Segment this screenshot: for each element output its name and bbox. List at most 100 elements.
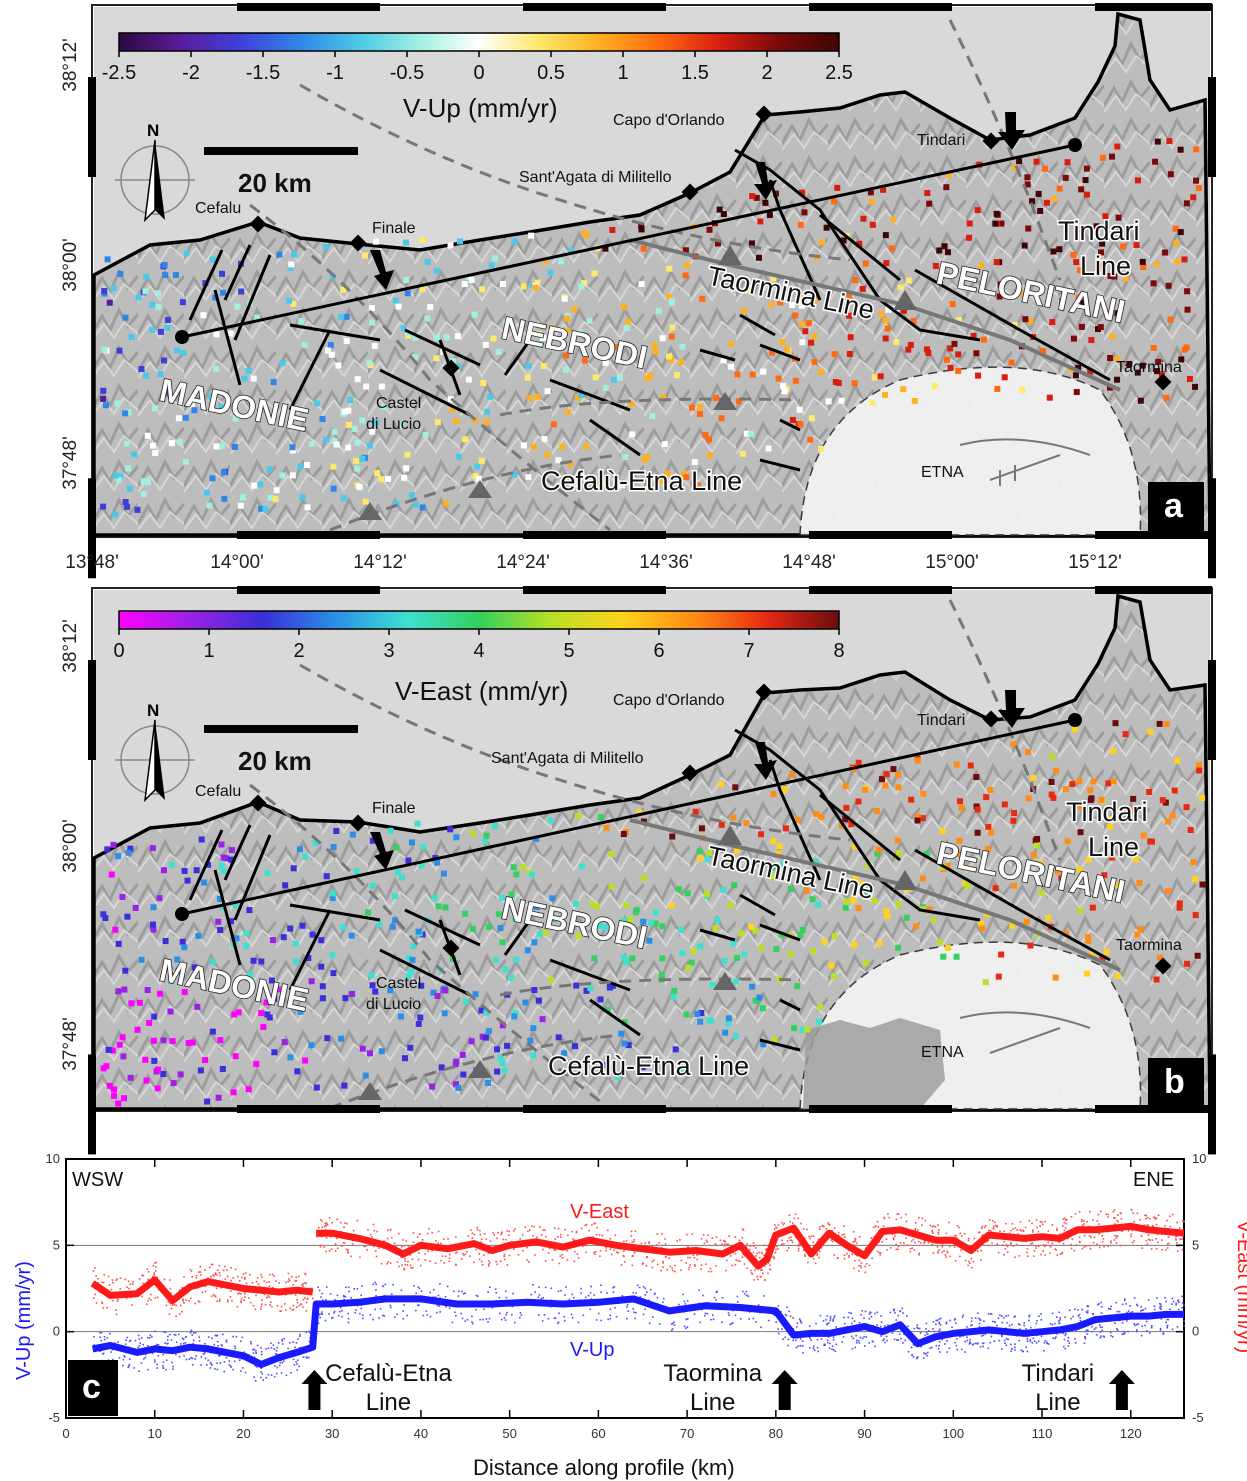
data-point — [813, 858, 820, 865]
scatter-point — [419, 1264, 422, 1267]
scatter-point — [138, 1344, 141, 1347]
scatter-point — [471, 1322, 474, 1325]
scatter-point — [147, 1278, 149, 1281]
scatter-point — [362, 1317, 364, 1320]
scatter-point — [605, 1247, 608, 1249]
scatter-point — [238, 1292, 240, 1295]
scatter-point — [828, 1223, 831, 1226]
scatter-point — [439, 1282, 441, 1285]
scatter-point — [532, 1283, 534, 1286]
scatter-point — [880, 1335, 882, 1337]
scatter-point — [632, 1254, 634, 1257]
scatter-point — [195, 1277, 198, 1279]
scatter-point — [831, 1240, 834, 1243]
y-tick-label: 10 — [46, 1151, 60, 1166]
scatter-point — [542, 1296, 544, 1299]
data-point — [771, 1036, 778, 1043]
scatter-point — [336, 1247, 339, 1250]
data-point — [1114, 376, 1121, 383]
data-point — [563, 352, 570, 359]
data-point — [369, 837, 376, 844]
scatter-point — [800, 1222, 802, 1225]
scatter-point — [1096, 1243, 1098, 1245]
frame-segment — [809, 3, 952, 11]
scatter-point — [1141, 1247, 1144, 1249]
data-point — [564, 409, 571, 416]
scatter-point — [267, 1373, 270, 1376]
scatter-point — [519, 1312, 522, 1314]
scatter-point — [323, 1225, 326, 1228]
scatter-point — [634, 1317, 637, 1320]
data-point — [1177, 146, 1184, 153]
latitude-tick-label: 38°12' — [60, 619, 81, 673]
scatter-point — [1070, 1215, 1073, 1218]
data-point — [900, 307, 907, 314]
data-point — [1045, 914, 1052, 921]
data-point — [873, 807, 880, 814]
scatter-point — [941, 1243, 944, 1245]
scatter-point — [664, 1243, 667, 1245]
scatter-point — [1101, 1240, 1104, 1243]
scatter-point — [471, 1237, 474, 1239]
scatter-point — [821, 1224, 824, 1227]
scatter-point — [945, 1322, 948, 1325]
data-point — [620, 831, 627, 838]
data-point — [131, 451, 138, 458]
scatter-point — [407, 1260, 409, 1263]
data-point — [753, 194, 760, 201]
scatter-point — [240, 1301, 242, 1304]
scatter-point — [494, 1288, 497, 1290]
data-point — [634, 469, 641, 476]
scatter-point — [267, 1347, 270, 1350]
scatter-point — [727, 1243, 730, 1246]
label-tindari-line-2: Line — [1080, 251, 1131, 281]
scatter-point — [826, 1341, 829, 1344]
scatter-point — [1161, 1248, 1163, 1251]
data-point — [758, 944, 765, 951]
scatter-point — [1161, 1239, 1163, 1241]
scatter-point — [791, 1222, 794, 1224]
data-point — [759, 1005, 766, 1012]
data-point — [797, 294, 804, 301]
data-point — [299, 922, 306, 929]
scatter-point — [893, 1308, 895, 1311]
scatter-point — [230, 1366, 232, 1368]
data-point — [323, 873, 330, 880]
scatter-point — [204, 1290, 207, 1293]
scatter-point — [1167, 1236, 1170, 1238]
scatter-point — [582, 1314, 585, 1317]
scatter-point — [812, 1235, 815, 1237]
scatter-point — [730, 1322, 733, 1325]
data-point — [1184, 288, 1191, 295]
data-point — [106, 1082, 113, 1089]
scatter-point — [931, 1243, 934, 1246]
scatter-point — [852, 1337, 855, 1340]
scatter-point — [1010, 1229, 1012, 1232]
scatter-point — [448, 1260, 451, 1263]
scatter-point — [226, 1275, 229, 1278]
data-point — [431, 895, 438, 902]
data-point — [775, 850, 782, 857]
scatter-point — [956, 1224, 959, 1227]
data-point — [1139, 362, 1146, 369]
scatter-point — [1110, 1305, 1112, 1308]
scatter-point — [946, 1250, 949, 1253]
scatter-point — [195, 1274, 198, 1277]
scatter-point — [1010, 1242, 1012, 1244]
scatter-point — [387, 1261, 390, 1263]
scatter-point — [1055, 1229, 1058, 1232]
scatter-point — [1056, 1332, 1058, 1335]
data-point — [697, 943, 704, 950]
scatter-point — [1084, 1337, 1087, 1340]
frame-segment — [88, 1054, 96, 1155]
data-point — [608, 850, 615, 857]
scatter-point — [726, 1243, 728, 1245]
scatter-point — [253, 1348, 256, 1351]
data-point — [387, 987, 394, 994]
data-point — [905, 346, 912, 353]
data-point — [777, 299, 784, 306]
scatter-point — [969, 1262, 971, 1265]
scatter-point — [827, 1222, 830, 1224]
scatter-point — [240, 1370, 242, 1372]
